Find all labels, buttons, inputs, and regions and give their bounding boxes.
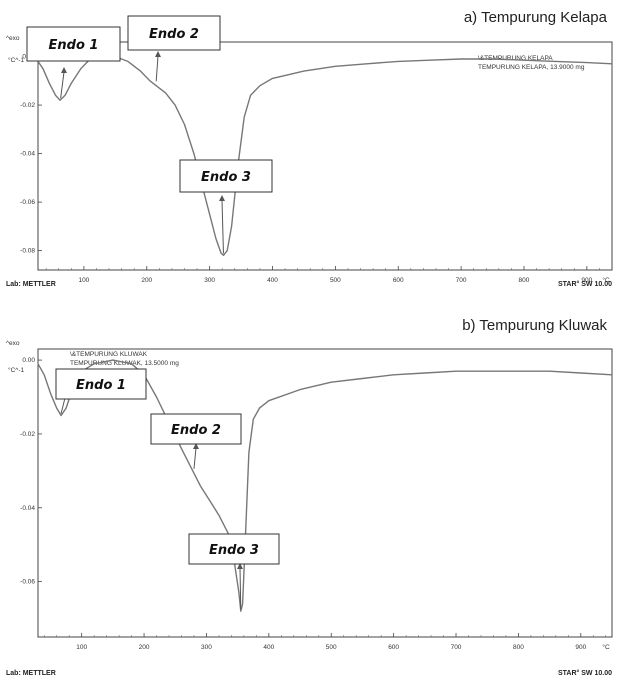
x-tick-label: 900 xyxy=(581,277,592,284)
annotation-label: Endo 3 xyxy=(209,543,259,558)
legend-line: \&TEMPURUNG KLUWAK xyxy=(70,351,148,358)
annotation-box xyxy=(150,413,242,445)
footer-software: STAR° SW 10.00 xyxy=(558,280,612,288)
footer-lab: Lab: METTLER xyxy=(6,281,56,288)
y-tick-label: -0.06 xyxy=(20,199,35,206)
x-tick-label: 400 xyxy=(267,277,278,284)
footer-software: STAR° SW 10.00 xyxy=(558,669,612,677)
legend-line: \&TEMPURUNG KELAPA xyxy=(478,55,553,62)
y-tick-label: -0.08 xyxy=(20,248,35,255)
x-tick-label: 200 xyxy=(139,644,150,651)
exo-label: ^exo xyxy=(6,35,20,42)
x-tick-label: 500 xyxy=(326,644,337,651)
chart-title: b) Tempurung Kluwak xyxy=(462,317,607,334)
x-tick-label: 100 xyxy=(78,277,89,284)
plot-frame xyxy=(37,41,613,271)
annotation-arrow-line xyxy=(60,397,66,414)
annotation-label: Endo 3 xyxy=(201,170,251,185)
annotation-box xyxy=(127,15,221,51)
x-tick-label: 800 xyxy=(513,644,524,651)
x-tick-label: 100 xyxy=(76,644,87,651)
y-tick-label: -0.02 xyxy=(20,431,35,438)
annotation-arrow-head xyxy=(237,563,243,569)
annotation-arrow-head xyxy=(61,67,67,73)
x-tick-label: 400 xyxy=(263,644,274,651)
x-tick-label: 300 xyxy=(201,644,212,651)
annotation-box xyxy=(55,368,147,400)
x-tick-label: 500 xyxy=(330,277,341,284)
annotation-box xyxy=(188,533,280,565)
annotation-arrow-line xyxy=(60,71,65,99)
x-tick-label: 600 xyxy=(388,644,399,651)
unit-label: °C^-1 xyxy=(8,56,25,64)
x-tick-label: 300 xyxy=(204,277,215,284)
legend-line: TEMPURUNG KLUWAK, 13.5000 mg xyxy=(70,360,179,367)
y-tick-label: -0.06 xyxy=(20,579,35,586)
annotation-arrow-head xyxy=(193,443,199,449)
annotation-arrow-head xyxy=(155,51,161,57)
x-tick-label: 700 xyxy=(456,277,467,284)
plot-frame xyxy=(37,348,613,638)
annotation-arrow-head xyxy=(219,195,225,201)
annotation-label: Endo 2 xyxy=(149,27,199,42)
annotation-arrow-line xyxy=(221,199,224,254)
x-unit-label: °C xyxy=(602,643,610,651)
x-tick-label: 600 xyxy=(393,277,404,284)
exo-label: ^exo xyxy=(6,340,20,347)
y-tick-label: -0.04 xyxy=(20,505,35,512)
annotation-arrow-line xyxy=(239,567,242,610)
chart-title: a) Tempurung Kelapa xyxy=(464,9,608,26)
annotation-label: Endo 1 xyxy=(76,378,126,393)
x-tick-label: 900 xyxy=(575,644,586,651)
x-tick-label: 200 xyxy=(141,277,152,284)
x-unit-label: °C xyxy=(602,276,610,284)
x-tick-label: 700 xyxy=(451,644,462,651)
y-tick-label: 0.00 xyxy=(22,357,35,364)
unit-label: °C^-1 xyxy=(8,366,25,374)
footer-lab: Lab: METTLER xyxy=(6,670,56,677)
annotation-arrow-line xyxy=(155,55,159,82)
dsc-curve xyxy=(37,55,613,257)
annotation-label: Endo 1 xyxy=(49,38,99,53)
annotation-arrow-line xyxy=(193,447,197,469)
chart-panel-2: b) Tempurung Kluwak ^exo °C^-1 0.00 -0.02 -0.… xyxy=(6,317,613,677)
y-tick-label: -0.04 xyxy=(20,151,35,158)
y-tick-label: -0.02 xyxy=(20,102,35,109)
annotation-box xyxy=(26,26,121,62)
annotation-box xyxy=(179,159,273,193)
legend-line: TEMPURUNG KELAPA, 13.9000 mg xyxy=(478,64,585,71)
chart-panel-1: a) Tempurung Kelapa^exo°C^-10.00-0.02-0.… xyxy=(6,9,613,288)
annotation-label: Endo 2 xyxy=(171,423,221,438)
x-tick-label: 800 xyxy=(519,277,530,284)
